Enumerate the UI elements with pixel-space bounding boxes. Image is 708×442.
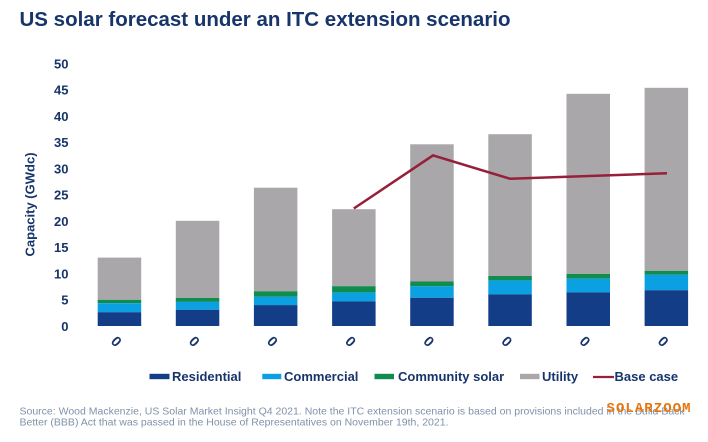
svg-text:Better (BBB) Act that was pass: Better (BBB) Act that was passed in the … [20, 417, 449, 429]
svg-text:20: 20 [54, 214, 68, 229]
svg-text:Source: Wood Mackenzie, US Sol: Source: Wood Mackenzie, US Solar Market … [20, 406, 686, 418]
svg-text:5: 5 [61, 293, 68, 308]
svg-text:35: 35 [54, 135, 68, 150]
svg-text:Capacity (GWdc): Capacity (GWdc) [22, 152, 37, 256]
svg-text:15: 15 [54, 240, 68, 255]
svg-text:30: 30 [54, 161, 68, 176]
svg-text:Residential: Residential [172, 369, 241, 384]
svg-text:40: 40 [54, 109, 68, 124]
svg-text:25: 25 [54, 188, 68, 203]
svg-text:Commercial: Commercial [284, 369, 358, 384]
svg-text:0: 0 [61, 319, 68, 334]
svg-text:Base case: Base case [615, 369, 679, 384]
svg-text:Utility: Utility [542, 369, 579, 384]
svg-text:Community solar: Community solar [398, 369, 504, 384]
svg-text:45: 45 [54, 83, 68, 98]
svg-text:10: 10 [54, 266, 68, 281]
svg-text:SOLARZOOM: SOLARZOOM [607, 401, 692, 417]
svg-text:50: 50 [54, 56, 68, 71]
svg-text:US solar forecast under an ITC: US solar forecast under an ITC extension… [20, 8, 511, 31]
